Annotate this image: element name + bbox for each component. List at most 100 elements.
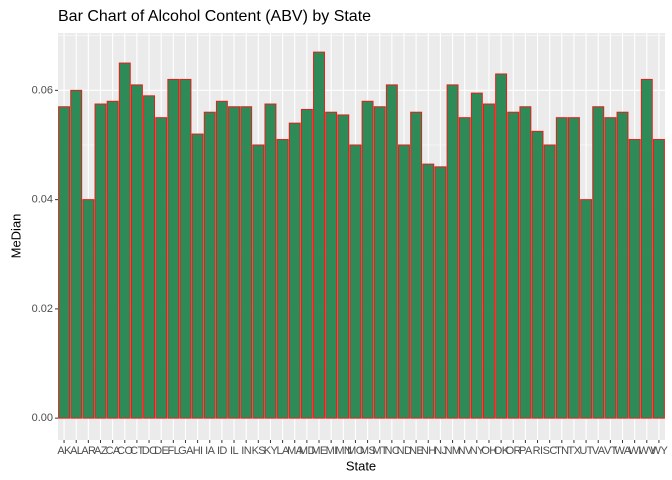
x-tick-label: CT	[130, 445, 144, 457]
x-tick-label: WV	[639, 445, 657, 457]
x-tick-label: KY	[264, 445, 279, 457]
y-tick-label: 0.02	[32, 303, 53, 315]
x-tick-label: MO	[347, 445, 365, 457]
x-tick-label: OH	[481, 445, 497, 457]
bar	[483, 103, 495, 419]
bar	[155, 117, 168, 419]
bar	[616, 111, 629, 419]
bar	[215, 100, 228, 419]
x-tick-label: NC	[384, 445, 399, 457]
bar	[276, 139, 289, 419]
bar	[143, 95, 156, 419]
x-tick-label: WI	[629, 445, 642, 457]
bar	[398, 144, 410, 419]
x-tick-label: AR	[81, 445, 96, 457]
x-tick-label: PA	[519, 445, 533, 457]
bar	[240, 106, 253, 419]
bar	[179, 78, 192, 419]
bar	[507, 111, 520, 419]
x-tick-label: CO	[117, 445, 133, 457]
y-axis-label: MeDian	[8, 214, 23, 259]
x-tick-label: OR	[506, 445, 522, 457]
bar	[118, 62, 131, 419]
bar	[191, 133, 204, 419]
bar	[640, 78, 653, 419]
x-tick-label: TN	[555, 445, 569, 457]
bar	[70, 89, 83, 419]
bar	[592, 106, 605, 419]
bar	[82, 199, 95, 419]
bar	[422, 163, 435, 419]
x-tick-label: CA	[106, 445, 121, 457]
x-tick-label: VA	[592, 445, 606, 457]
x-tick-label: ND	[397, 445, 412, 457]
bar	[580, 199, 593, 419]
bar	[130, 84, 143, 419]
bar	[167, 78, 180, 419]
bar	[567, 117, 580, 419]
bar	[495, 73, 508, 419]
x-tick-label: TX	[568, 445, 582, 457]
chart-title: Bar Chart of Alcohol Content (ABV) by St…	[58, 8, 371, 25]
x-tick-label: NM	[445, 445, 461, 457]
x-tick-label: MI	[326, 445, 338, 457]
x-tick-label: KS	[252, 445, 266, 457]
x-tick-label: NJ	[434, 445, 446, 457]
x-tick-label: AZ	[94, 445, 108, 457]
x-axis-label: State	[346, 458, 376, 473]
x-tick-label: RI	[533, 445, 543, 457]
bar	[313, 51, 325, 419]
x-tick-label: VT	[604, 445, 618, 457]
bar	[373, 106, 386, 419]
bar	[300, 108, 313, 419]
bar	[337, 114, 350, 419]
y-tick-label: 0.00	[32, 412, 53, 424]
x-tick-label: ID	[217, 445, 227, 457]
x-tick-label: DE	[154, 445, 168, 457]
x-tick-label: MT	[372, 445, 388, 457]
x-tick-label: SC	[543, 445, 558, 457]
bar	[604, 117, 617, 419]
y-tick-label: 0.04	[32, 194, 53, 206]
bar	[446, 84, 459, 419]
bar	[94, 103, 107, 419]
x-tick-label: AK	[57, 445, 72, 457]
x-tick-label: WY	[651, 445, 669, 457]
bar	[361, 100, 374, 419]
x-tick-label: IN	[241, 445, 251, 457]
x-tick-label: HI	[193, 445, 203, 457]
bar	[628, 139, 641, 419]
x-tick-label: MD	[299, 445, 316, 457]
bar	[385, 84, 398, 419]
bar	[203, 111, 216, 419]
bar	[531, 130, 544, 419]
x-tick-label: NY	[470, 445, 485, 457]
bar	[325, 111, 338, 419]
bar	[434, 166, 447, 419]
x-tick-label: OK	[494, 445, 510, 457]
bar	[410, 111, 423, 419]
x-tick-label: WA	[614, 445, 631, 457]
x-tick-label: AL	[70, 445, 83, 457]
y-tick-label: 0.06	[32, 84, 53, 96]
x-tick-label: DC	[142, 445, 157, 457]
x-tick-label: NH	[421, 445, 436, 457]
bar	[106, 100, 119, 419]
x-tick-label: NE	[409, 445, 423, 457]
x-tick-label: IA	[205, 445, 215, 457]
x-tick-label: UT	[579, 445, 593, 457]
bar	[519, 106, 532, 419]
bar	[652, 139, 665, 419]
bar	[252, 144, 265, 419]
x-tick-label: GA	[178, 445, 194, 457]
x-tick-label: NV	[458, 445, 473, 457]
x-tick-label: FL	[168, 445, 180, 457]
bar	[264, 103, 277, 419]
x-tick-label: IL	[230, 445, 238, 457]
bar	[288, 122, 301, 419]
x-tick-label: MA	[287, 445, 304, 457]
bar	[555, 117, 568, 419]
bar	[543, 144, 556, 419]
